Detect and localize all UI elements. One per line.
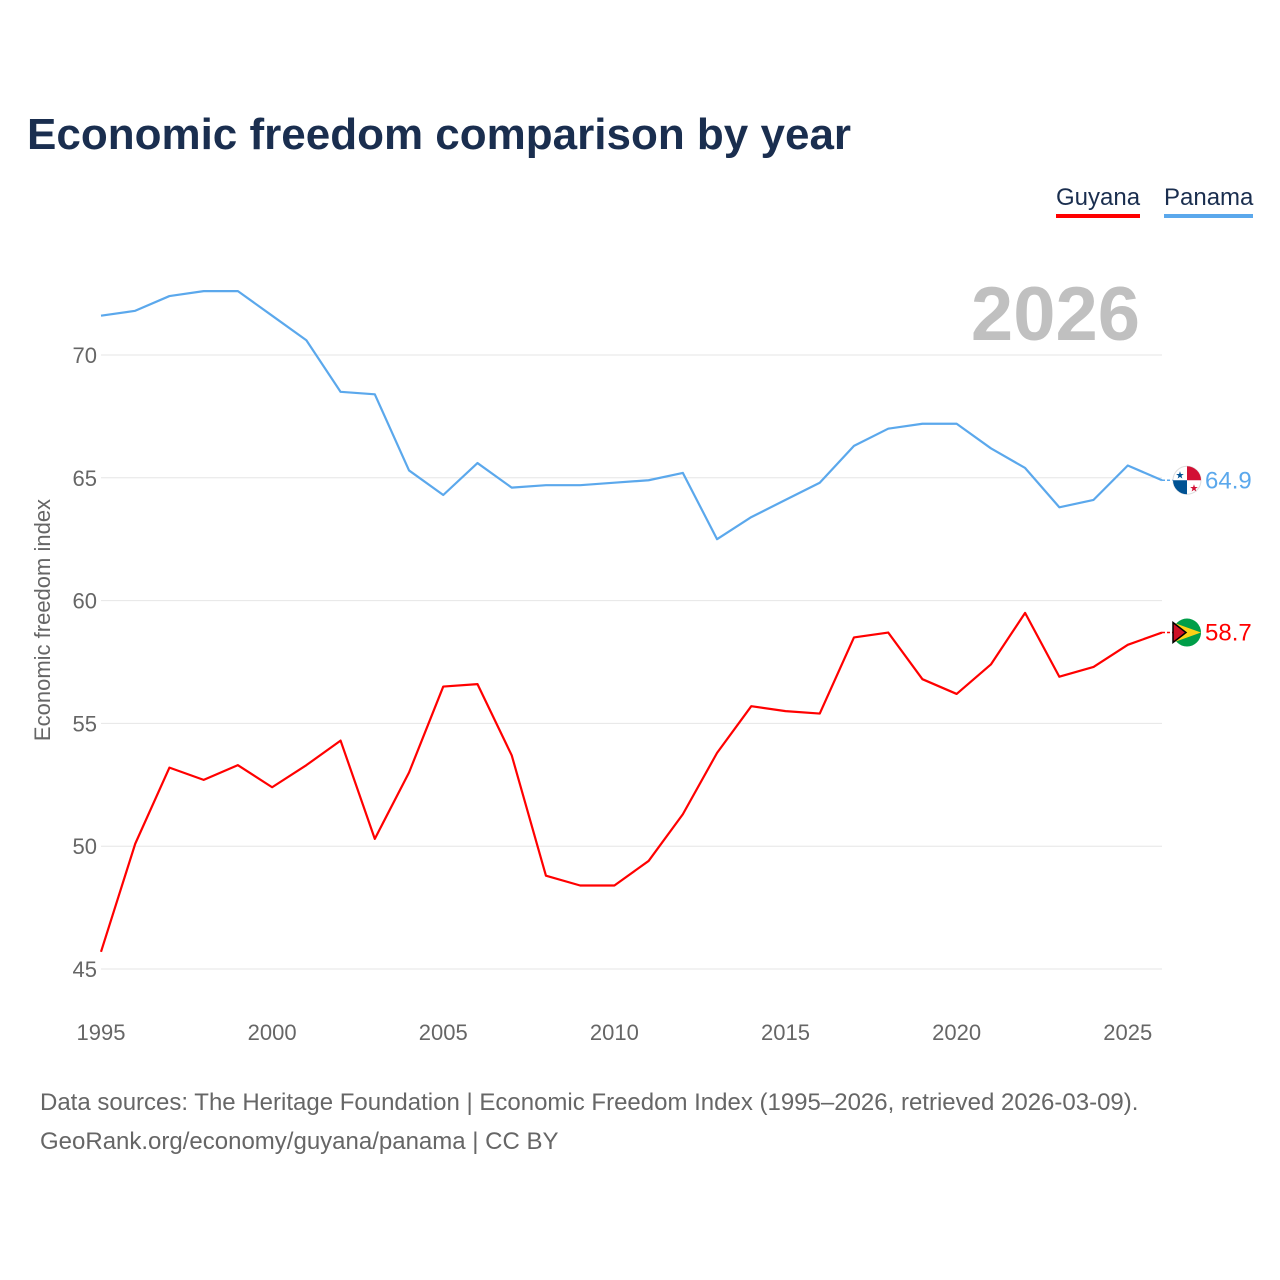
x-tick-label: 2015 (761, 1020, 810, 1045)
end-value-label-panama: 64.9 (1205, 467, 1252, 494)
x-tick-label: 2010 (590, 1020, 639, 1045)
x-tick-label: 2025 (1103, 1020, 1152, 1045)
panama-flag-blue (1173, 480, 1187, 495)
x-tick-label: 2005 (419, 1020, 468, 1045)
line-chart: 2026 45 50 55 60 65 70 1995 2000 2005 2010 2015 2020… (30, 272, 1252, 1045)
series-line-guyana (99, 611, 1163, 953)
y-tick-label: 50 (73, 834, 97, 859)
legend-guyana[interactable]: Guyana (1056, 184, 1141, 218)
y-axis-label: Economic freedom index (30, 499, 55, 741)
x-tick-label: 2020 (932, 1020, 981, 1045)
x-tick-label: 2000 (248, 1020, 297, 1045)
y-tick-label: 55 (73, 711, 97, 736)
chart-title: Economic freedom comparison by year (27, 110, 852, 159)
star-icon: ★ (1176, 470, 1185, 481)
end-value-label-guyana: 58.7 (1205, 620, 1252, 647)
y-tick-label: 45 (73, 957, 97, 982)
x-tick-label: 1995 (77, 1020, 126, 1045)
panama-flag-red (1187, 466, 1201, 481)
guyana-flag-red (1172, 621, 1188, 645)
legend-panama[interactable]: Panama (1164, 184, 1254, 218)
series-line-panama (100, 290, 1163, 541)
y-tick-label: 70 (73, 343, 97, 368)
star-icon: ★ (1190, 483, 1199, 494)
y-tick-label: 60 (73, 589, 97, 614)
y-tick-label: 65 (73, 466, 97, 491)
year-watermark: 2026 (971, 272, 1140, 357)
data-source: Data sources: The Heritage Foundation | … (40, 1089, 1139, 1116)
credit-link[interactable]: GeoRank.org/economy/guyana/panama | CC B… (40, 1128, 559, 1155)
